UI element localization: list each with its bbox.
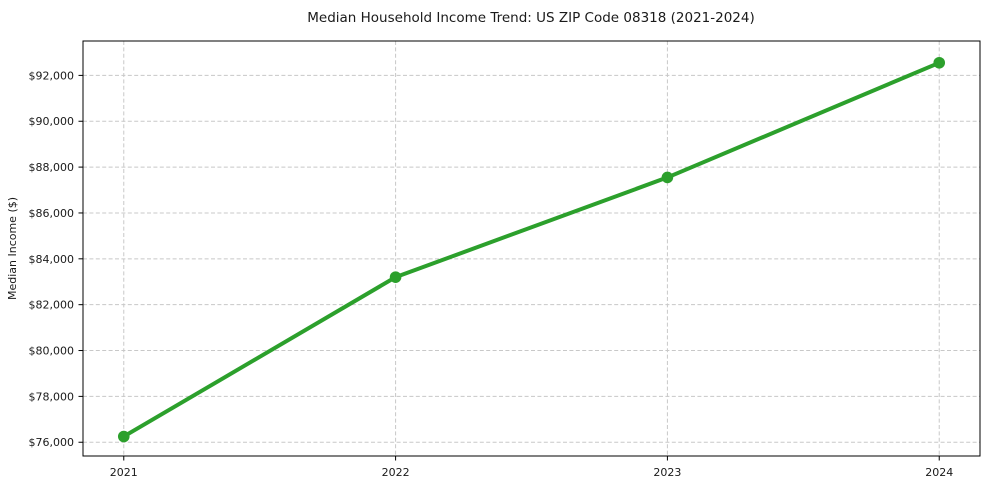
plot-border [82,40,981,457]
x-tick-label: 2021 [110,466,138,479]
x-tick-label: 2023 [653,466,681,479]
trend-line [121,60,942,439]
y-tick-label: $76,000 [29,436,75,449]
y-axis-label: Median Income ($) [6,197,19,300]
chart-title: Median Household Income Trend: US ZIP Co… [307,10,755,26]
data-point-marker [933,56,946,69]
plot-area: $76,000 $78,000 $80,000 $82,000 $84,000 $86,0… [29,40,981,479]
y-tick-label: $82,000 [29,299,75,312]
y-tick-label: $86,000 [29,207,75,220]
data-point-marker [661,171,674,184]
y-tick-label: $84,000 [29,253,75,266]
data-point-marker [389,271,402,283]
data-point-marker [117,430,130,443]
x-tick-label: 2022 [382,466,410,479]
y-tick-label: $88,000 [29,161,75,174]
x-tick-label: 2024 [925,466,953,479]
y-tick-label: $92,000 [29,69,75,82]
y-tick-label: $80,000 [29,345,75,358]
y-tick-label: $90,000 [29,115,75,128]
y-tick-label: $78,000 [29,390,75,403]
